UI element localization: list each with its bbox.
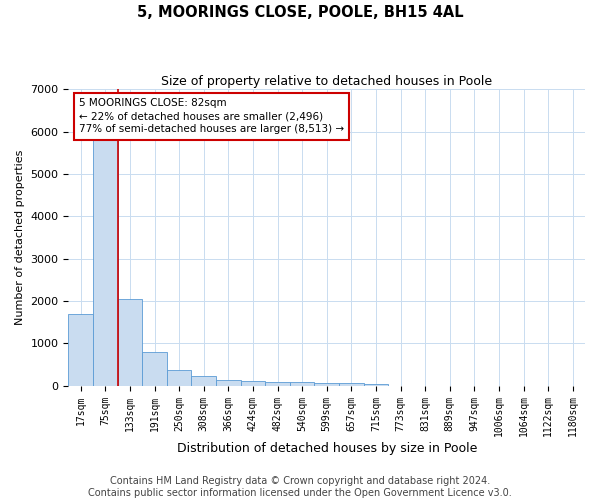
Bar	[241, 381, 265, 386]
Bar	[118, 299, 142, 386]
Bar	[265, 382, 290, 386]
Text: Contains HM Land Registry data © Crown copyright and database right 2024.
Contai: Contains HM Land Registry data © Crown c…	[88, 476, 512, 498]
Y-axis label: Number of detached properties: Number of detached properties	[15, 150, 25, 325]
Text: 5 MOORINGS CLOSE: 82sqm
← 22% of detached houses are smaller (2,496)
77% of semi: 5 MOORINGS CLOSE: 82sqm ← 22% of detache…	[79, 98, 344, 134]
Bar	[290, 382, 314, 386]
Bar	[93, 140, 118, 386]
Title: Size of property relative to detached houses in Poole: Size of property relative to detached ho…	[161, 75, 492, 88]
Bar	[167, 370, 191, 386]
Bar	[314, 383, 339, 386]
Bar	[339, 384, 364, 386]
X-axis label: Distribution of detached houses by size in Poole: Distribution of detached houses by size …	[176, 442, 477, 455]
Bar	[68, 314, 93, 386]
Bar	[216, 380, 241, 386]
Bar	[191, 376, 216, 386]
Bar	[142, 352, 167, 386]
Bar	[364, 384, 388, 386]
Text: 5, MOORINGS CLOSE, POOLE, BH15 4AL: 5, MOORINGS CLOSE, POOLE, BH15 4AL	[137, 5, 463, 20]
